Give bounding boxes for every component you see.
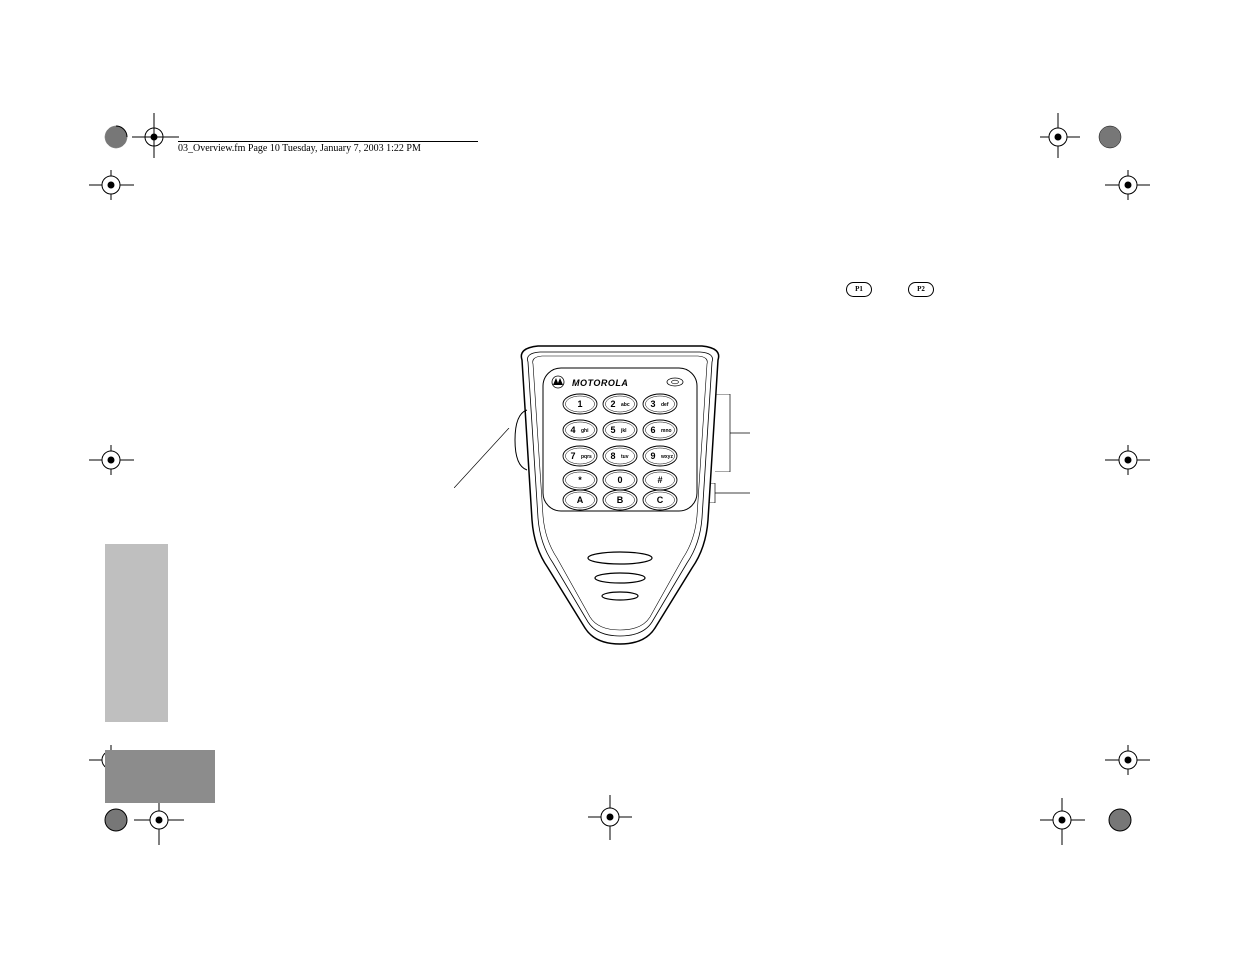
crop-mark-right-mid-lower bbox=[1095, 745, 1155, 775]
crop-mark-bottom-right bbox=[1040, 790, 1150, 850]
key-label-C: C bbox=[657, 495, 664, 505]
key-7[interactable] bbox=[563, 446, 597, 466]
key-4[interactable] bbox=[563, 420, 597, 440]
key-label-5: 5 bbox=[610, 425, 615, 435]
key-label-3: 3 bbox=[650, 399, 655, 409]
key-label-1: 1 bbox=[577, 399, 582, 409]
brand-text: MOTOROLA bbox=[572, 378, 628, 388]
key-sub-2: abc bbox=[621, 402, 630, 408]
key-sub-7: pqrs bbox=[581, 454, 592, 460]
tab-block-light bbox=[105, 544, 168, 722]
tab-block-dark bbox=[105, 750, 215, 803]
key-sub-6: mno bbox=[661, 428, 672, 434]
key-2[interactable] bbox=[603, 394, 637, 414]
key-6[interactable] bbox=[643, 420, 677, 440]
key-label-8: 8 bbox=[610, 451, 615, 461]
crop-mark-left-center bbox=[89, 445, 139, 475]
key-label-4: 4 bbox=[570, 425, 575, 435]
microphone-diagram: MOTOROLA 1 2 abc 3 def 4 ghi 5 jkl 6 mno 7 pqrs 8 tuv 9… bbox=[480, 340, 760, 660]
key-label-A: A bbox=[577, 495, 584, 505]
keypad: 1 2 abc 3 def 4 ghi 5 jkl 6 mno 7 pqrs 8 tuv 9 wxyz * 0 # A B… bbox=[563, 394, 677, 510]
crop-mark-right-mid-upper bbox=[1095, 170, 1155, 200]
key-label-#: # bbox=[657, 475, 662, 485]
key-label-B: B bbox=[617, 495, 624, 505]
key-label-*: * bbox=[578, 475, 582, 485]
key-5[interactable] bbox=[603, 420, 637, 440]
key-sub-8: tuv bbox=[621, 454, 629, 460]
crop-mark-left-mid-upper bbox=[89, 170, 149, 200]
p2-button[interactable]: P2 bbox=[908, 282, 934, 297]
key-sub-4: ghi bbox=[581, 428, 589, 434]
key-label-7: 7 bbox=[570, 451, 575, 461]
key-label-6: 6 bbox=[650, 425, 655, 435]
key-sub-3: def bbox=[661, 402, 669, 408]
key-label-0: 0 bbox=[617, 475, 622, 485]
header-text: 03_Overview.fm Page 10 Tuesday, January … bbox=[178, 143, 421, 154]
crop-mark-bottom-center bbox=[585, 795, 635, 840]
p1-button[interactable]: P1 bbox=[846, 282, 872, 297]
key-sub-5: jkl bbox=[620, 428, 627, 434]
key-8[interactable] bbox=[603, 446, 637, 466]
crop-mark-right-center bbox=[1095, 445, 1155, 475]
key-3[interactable] bbox=[643, 394, 677, 414]
key-label-2: 2 bbox=[610, 399, 615, 409]
key-label-9: 9 bbox=[650, 451, 655, 461]
header-rule bbox=[178, 141, 478, 142]
key-sub-9: wxyz bbox=[660, 454, 673, 460]
